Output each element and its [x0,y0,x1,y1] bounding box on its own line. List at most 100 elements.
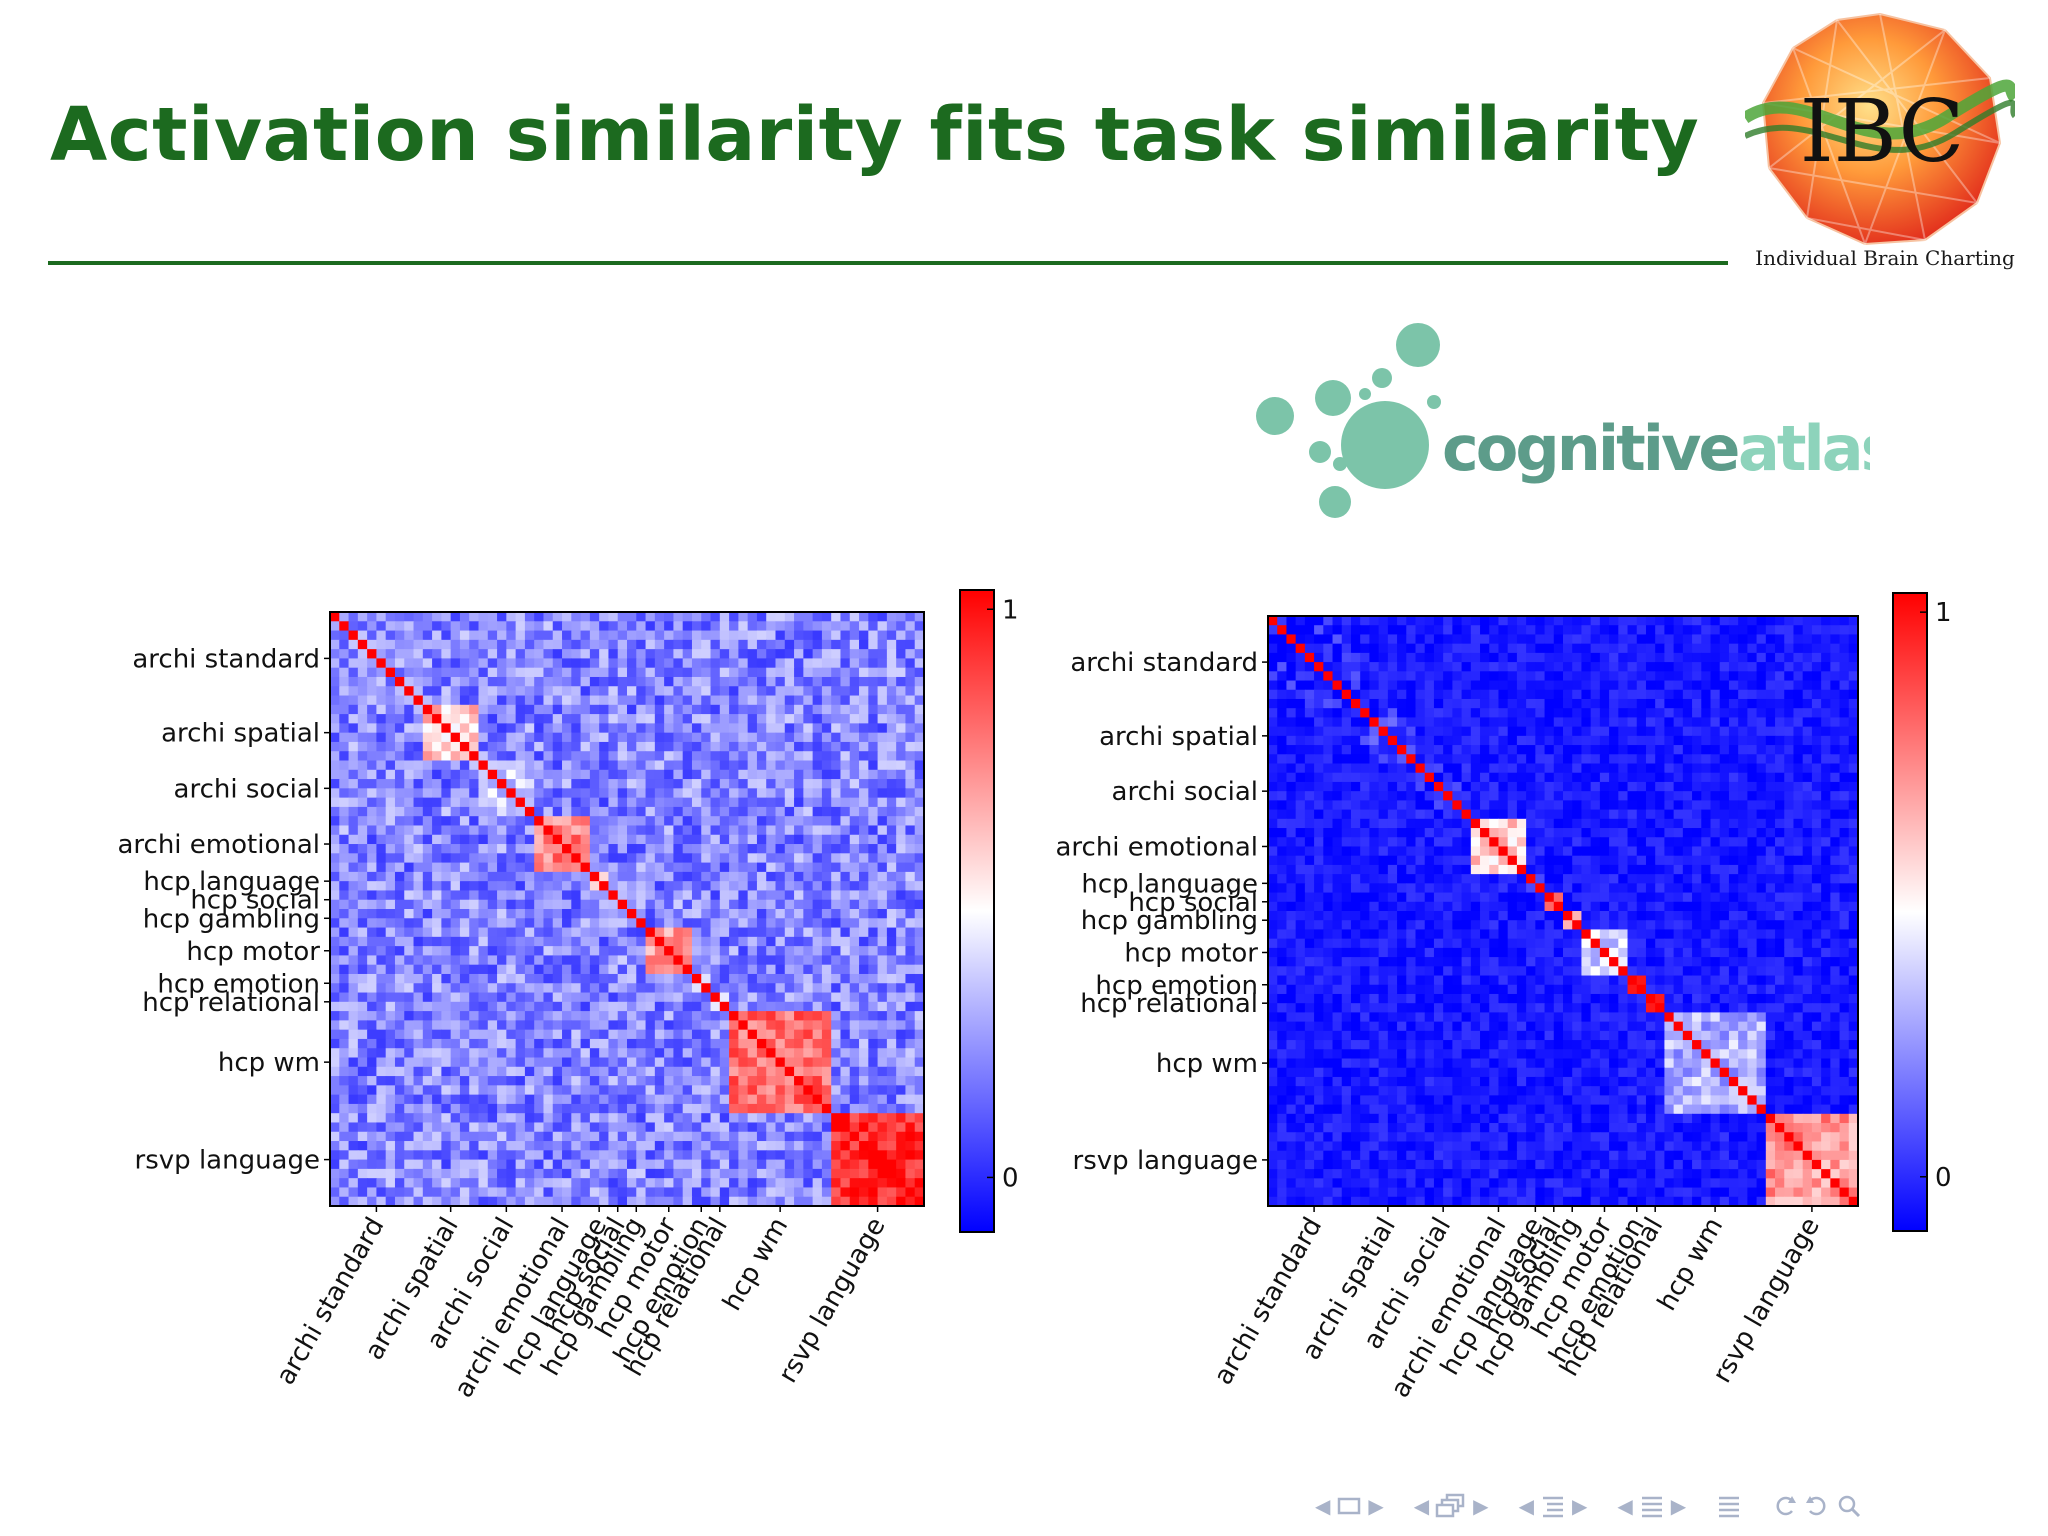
heatmap-cell [497,806,507,817]
heatmap-cell [497,973,507,984]
heatmap-cell [441,1020,452,1031]
heatmap-cell [1775,708,1785,719]
heatmap-cell [627,890,637,901]
heatmap-cell [1443,726,1453,737]
heatmap-cell [1304,643,1315,654]
heatmap-cell [729,630,739,641]
heatmap-cell [1526,643,1536,654]
heatmap-cell [1369,616,1380,626]
heatmap-cell [543,853,554,864]
heatmap-cell [617,1122,628,1133]
heatmap-cell [376,955,387,966]
heatmap-cell [784,658,795,669]
heatmap-cell [339,649,350,660]
heatmap-cell [580,890,591,901]
heatmap-cell [515,751,526,762]
heatmap-cell [608,695,619,706]
heatmap-cell [339,1029,350,1040]
heatmap-cell [645,769,656,780]
heatmap-cell [469,630,480,641]
heatmap-cell [645,992,656,1003]
heatmap-cell [821,973,832,984]
heatmap-cell [701,1178,712,1189]
heatmap-cell [673,1076,684,1086]
heatmap-cell [803,1122,814,1133]
heatmap-cell [766,741,777,752]
heatmap-cell [664,1020,675,1031]
heatmap-cell [905,788,916,799]
heatmap-cell [691,1178,702,1189]
heatmap-cell [422,723,433,734]
heatmap-cell [719,1029,730,1040]
heatmap-cell [654,723,665,734]
heatmap-cell [330,909,340,919]
heatmap-cell [413,667,424,678]
heatmap-cell [636,760,647,771]
heatmap-cell [645,825,656,836]
heatmap-cell [729,612,739,622]
heatmap-cell [627,825,637,836]
heatmap-cell [506,695,517,706]
heatmap-cell [1433,726,1444,737]
heatmap-cell [599,853,610,864]
heatmap-cell [1784,643,1795,654]
heatmap-cell [441,788,452,799]
heatmap-cell [357,686,368,697]
heatmap-cell [701,1150,712,1161]
heatmap-cell [543,1168,554,1179]
heatmap-cell [394,676,405,687]
heatmap-cell [357,1131,368,1142]
heatmap-cell [562,862,572,873]
heatmap-cell [849,1085,860,1096]
heatmap-cell [691,1048,702,1059]
heatmap-cell [1304,616,1315,626]
heatmap-cell [812,973,823,984]
heatmap-cell [756,658,767,669]
heatmap-cell [710,704,721,715]
heatmap-cell [450,1001,461,1012]
heatmap-cell [701,1159,712,1170]
heatmap-cell [738,788,749,799]
heatmap-cell [571,825,582,836]
heatmap-cell [469,1122,480,1133]
heatmap-cell [348,1001,359,1012]
heatmap-cell [877,769,888,780]
heatmap-cell [654,964,665,975]
heatmap-cell [348,797,359,808]
heatmap-cell [886,1131,897,1142]
heatmap-cell [664,1141,675,1151]
heatmap-cell [459,909,470,919]
heatmap-cell [636,1150,647,1161]
heatmap-cell [1645,708,1656,719]
heatmap-cell [608,639,619,650]
heatmap-cell [1452,616,1463,626]
heatmap-cell [645,621,656,632]
heatmap-cell [469,1038,480,1049]
heatmap-cell [886,806,897,817]
heatmap-cell [413,760,424,771]
heatmap-cell [821,676,832,687]
heatmap-cell [394,1122,405,1133]
heatmap-cell [469,676,480,687]
heatmap-cell [821,890,832,901]
heatmap-cell [1452,698,1463,709]
heatmap-cell [868,1103,879,1114]
heatmap-cell [450,714,461,724]
heatmap-cell [608,612,619,622]
heatmap-cell [673,1178,684,1189]
heatmap-cell [803,1094,814,1105]
heatmap-cell [719,779,730,789]
heatmap-cell [589,1131,600,1142]
heatmap-cell [1710,662,1721,672]
heatmap-cell [534,964,545,975]
heatmap-cell [367,1103,378,1114]
heatmap-cell [599,1020,610,1031]
heatmap-cell [766,1001,777,1012]
heatmap-cell [896,779,907,789]
heatmap-cell [617,1066,628,1077]
heatmap-cell [729,751,739,762]
heatmap-cell [534,1131,545,1142]
heatmap-cell [831,992,842,1003]
heatmap-cell [534,612,545,622]
heatmap-cell [432,834,442,845]
